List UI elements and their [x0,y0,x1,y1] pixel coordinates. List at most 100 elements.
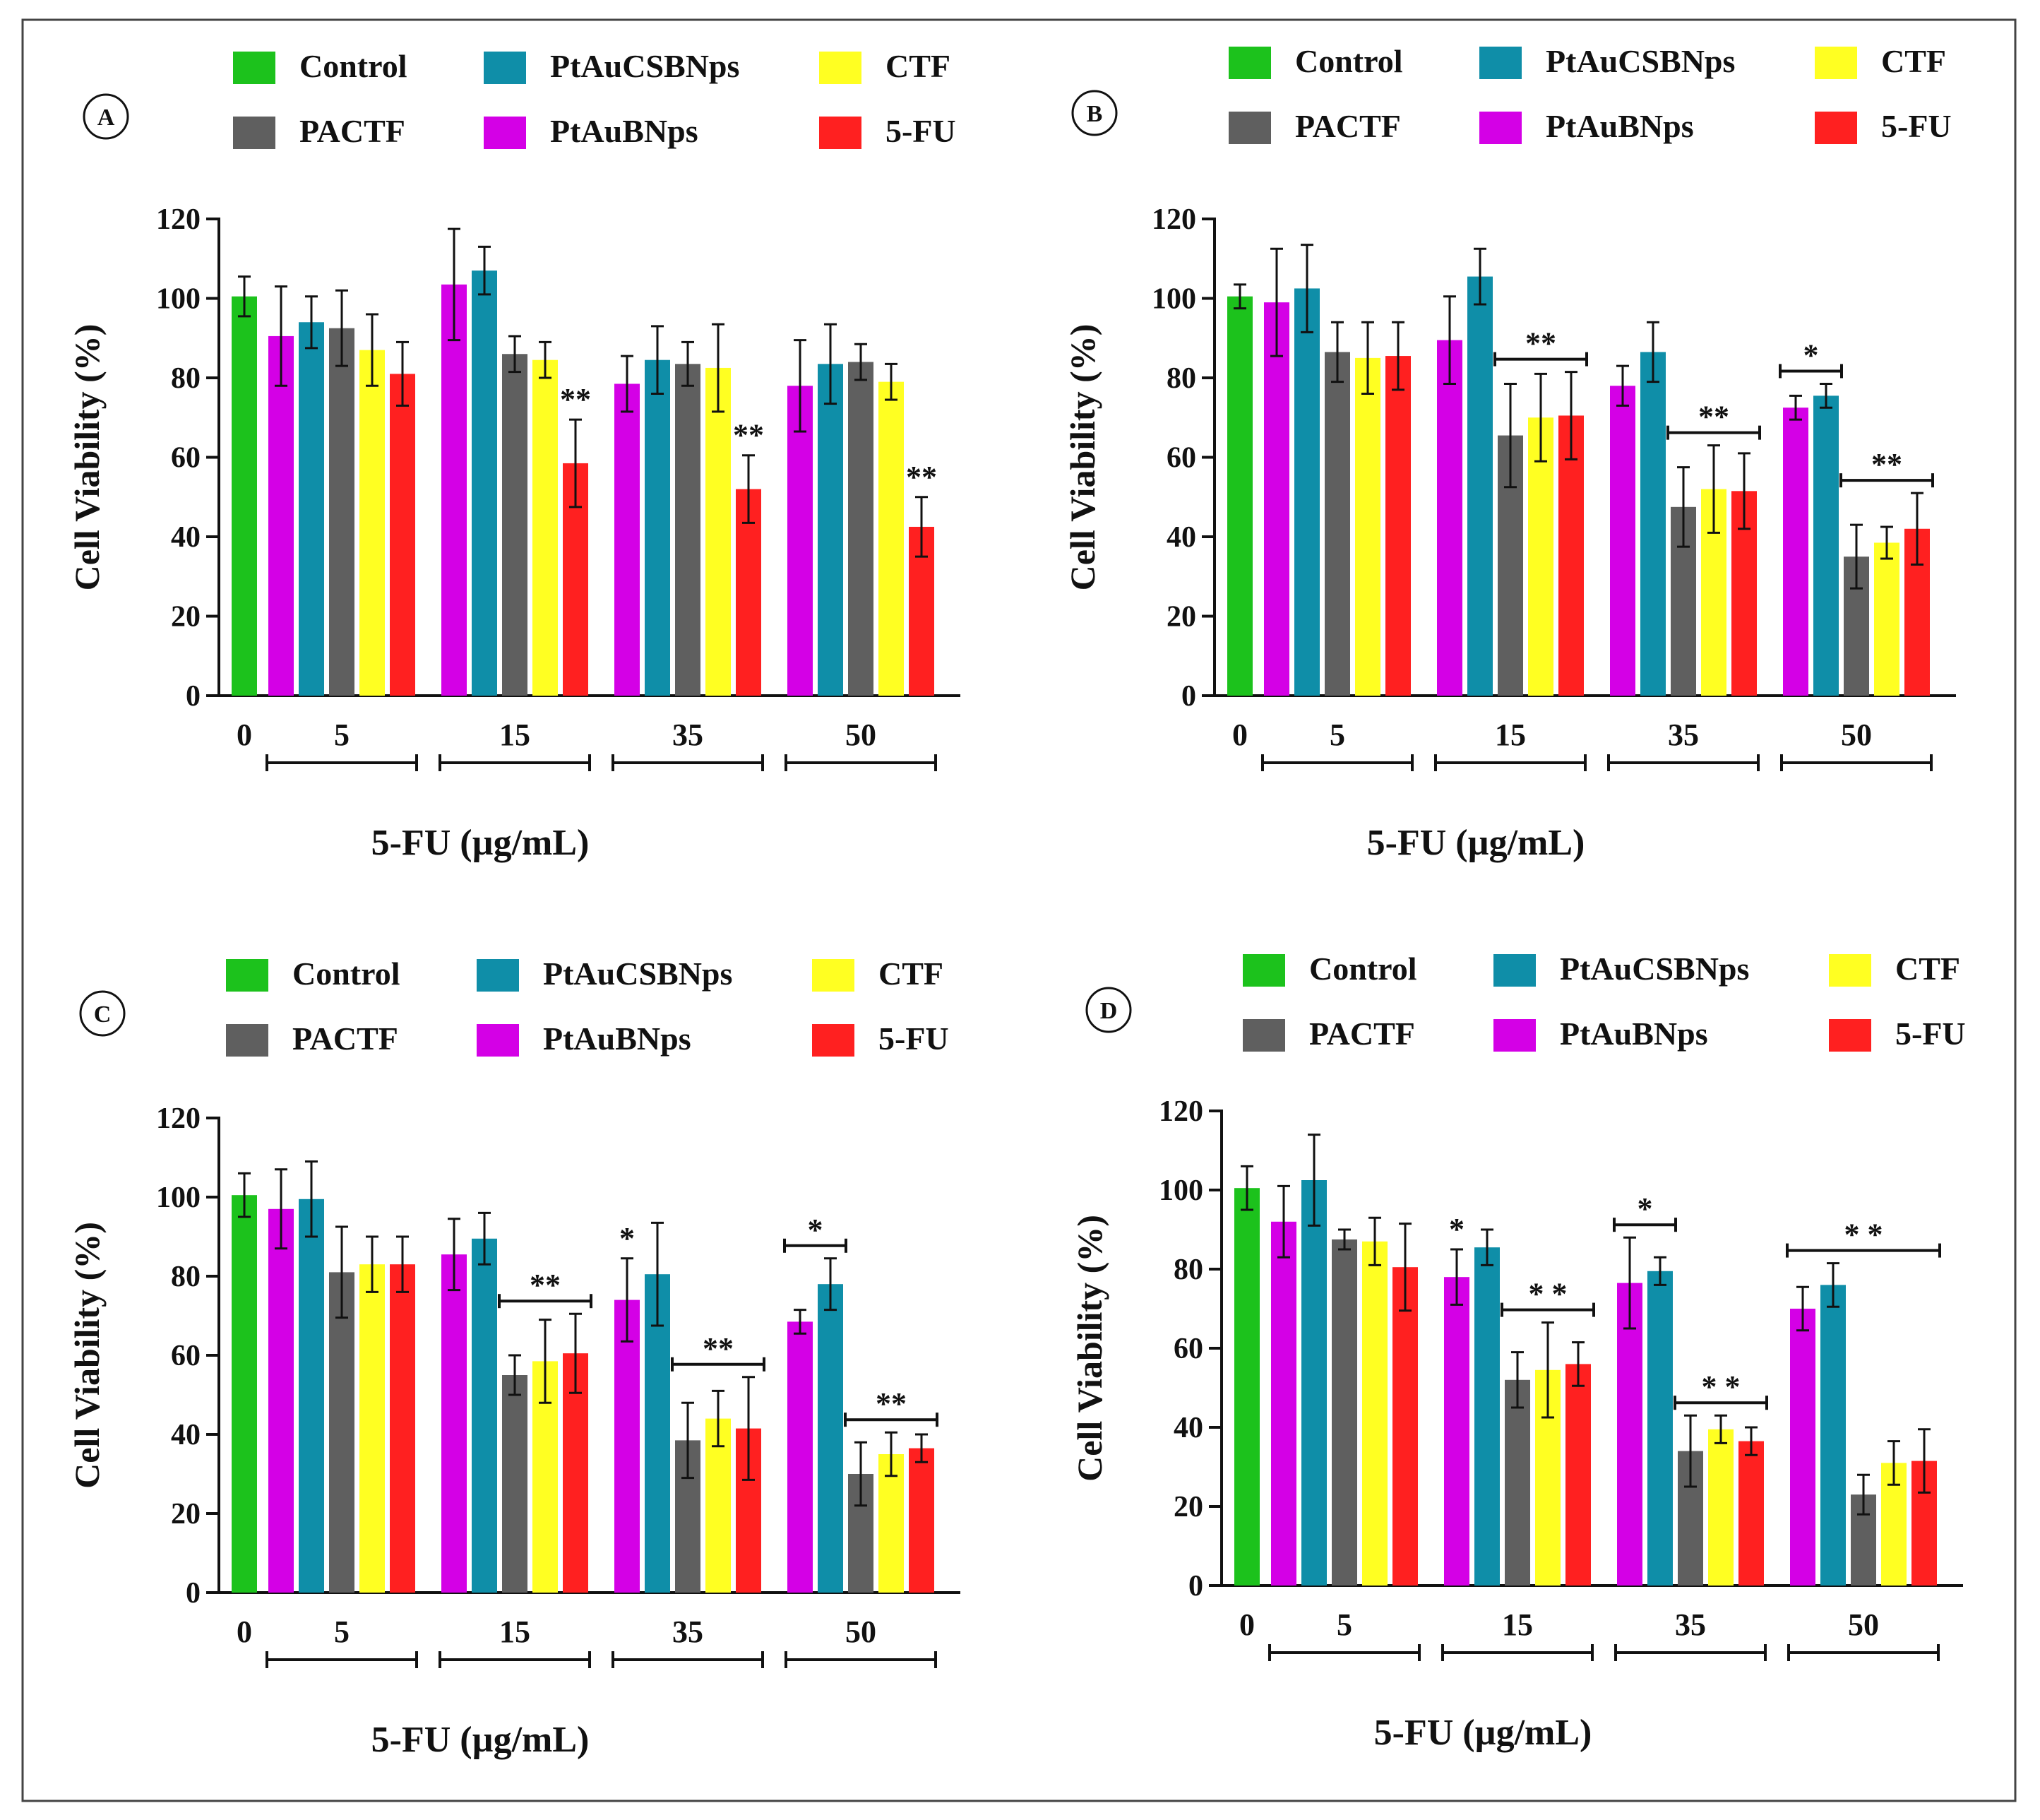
bar-control [232,1195,257,1593]
x-group-label: 0 [237,1614,252,1649]
error-bar [1654,1256,1666,1286]
significance-mark: * [1449,1212,1465,1247]
error-bar [305,295,318,350]
error-bar [794,339,806,433]
bars [1234,1134,1937,1586]
legend-item: PtAuBNps [1493,1016,1708,1052]
y-tick-label: 40 [1167,521,1196,554]
x-group-label: 50 [845,718,876,752]
legend-label: CTF [885,48,950,84]
y-tick-label: 100 [156,283,201,316]
bar-ptaucsbnps [645,359,670,696]
group-bracket [612,754,764,771]
significance-annotation: * * [1786,1218,1941,1258]
axes: 0 20 40 60 80 100 120 [1152,203,1956,713]
bar-ptaubnps [441,284,467,696]
error-bar [621,355,633,413]
x-axis-title: 5-FU (µg/mL) [1367,823,1585,863]
legend-swatch [1229,112,1271,144]
y-tick-label: 80 [171,1261,201,1293]
x-axis-title: 5-FU (µg/mL) [371,1720,590,1760]
bar-5-fu [909,1448,934,1593]
bar-ptaucsbnps [299,1199,324,1593]
panel-label: A [83,93,129,140]
legend-label: Control [299,48,407,84]
bar-ptaubnps [268,335,294,696]
significance-mark: * * [1702,1369,1741,1404]
bar-ctf [1874,542,1899,696]
legend-swatch [812,1024,854,1057]
error-bar [539,1319,551,1404]
significance-mark: * * [1529,1277,1568,1312]
axes: 0 20 40 60 80 100 120 [1159,1095,1963,1602]
y-tick-label: 0 [1181,680,1196,713]
significance-mark: ** [1871,447,1902,482]
y-axis-title: Cell Viability (%) [1070,1215,1109,1482]
legend-label: PtAuCSBNps [543,956,732,992]
legend-label: PtAuBNps [1560,1016,1708,1052]
error-bar [1301,244,1313,333]
error-bar [478,1211,491,1266]
y-tick-label: 40 [171,521,201,554]
y-tick-label: 20 [1167,601,1196,634]
error-bar [1399,1223,1412,1312]
bar-ctf [1528,417,1553,696]
y-axis-title: Cell Viability (%) [67,1222,107,1489]
legend-label: PtAuCSBNps [1560,951,1749,987]
error-bar [1368,1216,1381,1266]
legend-swatch [1493,954,1536,987]
error-bar [1827,1262,1839,1308]
legend-swatch [477,1024,519,1057]
legend-label: PtAuBNps [550,113,698,149]
bar-ptaucsbnps [1640,352,1666,696]
y-tick-label: 20 [171,601,201,634]
legend-item: PtAuBNps [1479,108,1694,144]
error-bar [1331,321,1344,383]
bar-ctf [1362,1241,1388,1586]
significance-annotation: * * [1674,1369,1768,1410]
legend-item: 5-FU [1829,1016,1966,1052]
bar-ptaucsbnps [1474,1247,1500,1586]
x-group-label: 0 [1239,1607,1255,1642]
legend-label: CTF [1881,43,1946,79]
bar-ptaucsbnps [1813,395,1839,696]
significance-annotation: ** [733,418,764,453]
legend-item: 5-FU [1815,108,1952,144]
error-bar [915,496,928,558]
error-bar [238,275,251,318]
error-bar [478,245,491,296]
error-bar [1820,382,1832,409]
x-group-label: 15 [1502,1607,1533,1642]
y-tick-label: 60 [1167,442,1196,475]
error-bar [569,1312,582,1394]
error-bar [854,1441,867,1507]
x-axis-title: 5-FU (µg/mL) [371,823,590,863]
error-bar [854,343,867,381]
error-bar [1745,1426,1758,1456]
bar-ptaucsbnps [1467,276,1493,696]
bar-ptaubnps [1783,408,1808,696]
error-bar [539,340,551,379]
error-bar [1918,1428,1931,1494]
legend: Control PtAuCSBNps CTF PACTF PtAuBNps 5-FU [1243,951,1966,1052]
panel-label-text: C [94,1001,112,1028]
y-axis-title: Cell Viability (%) [1063,324,1102,591]
legend-label: CTF [1895,951,1960,987]
bar-ctf [1708,1429,1734,1586]
error-bar [1887,1440,1900,1486]
error-bar [1572,1341,1585,1387]
y-tick-label: 60 [1174,1333,1203,1365]
legend-item: Control [226,956,400,992]
bar-pactf [1505,1379,1530,1586]
bar-ptaubnps [1790,1309,1815,1586]
legend: Control PtAuCSBNps CTF PACTF PtAuBNps 5-FU [226,956,949,1057]
x-group-label: 5 [1330,718,1345,752]
bar-pactf [848,362,873,696]
error-bar [1684,1414,1697,1488]
error-bar [1270,247,1283,357]
legend-item: PtAuCSBNps [477,956,732,992]
significance-mark: * [1803,338,1819,372]
bar-5-fu [1738,1441,1764,1586]
legend-item: PtAuCSBNps [484,48,739,84]
bar-ptaucsbnps [818,1284,843,1593]
